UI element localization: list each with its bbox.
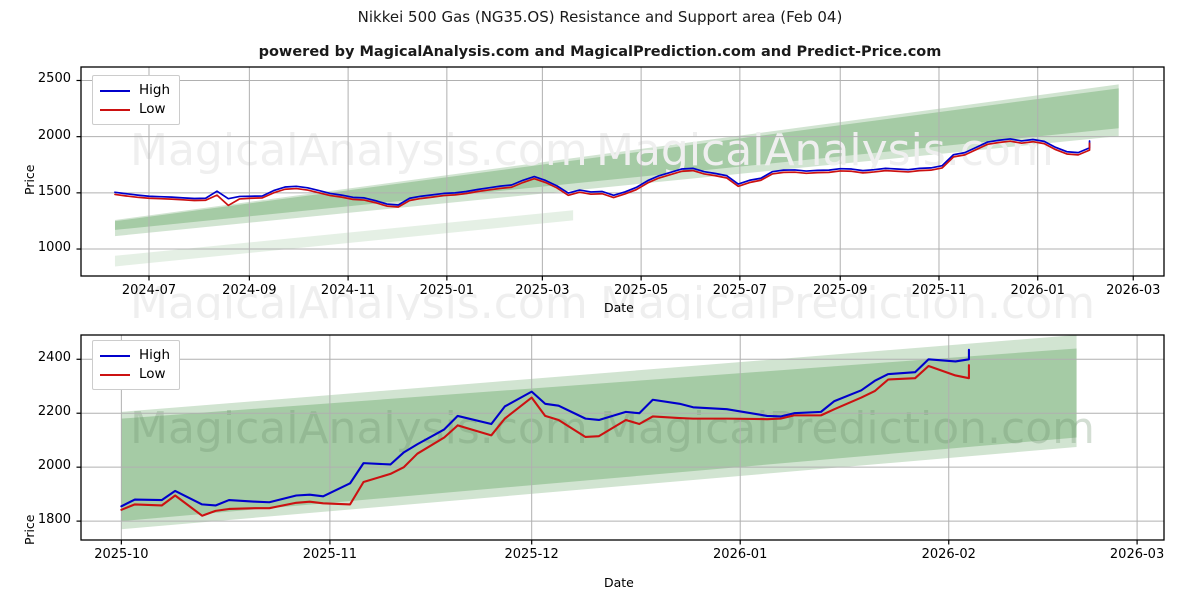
series-line-high: [120, 348, 970, 508]
watermark-text: MagicalAnalysis.com: [130, 403, 588, 454]
plot-frame: [80, 66, 1165, 277]
y-tick-label: 1800: [37, 512, 71, 528]
legend-entry-high: High: [100, 346, 170, 365]
watermark-text: MagicalPrediction.com: [600, 278, 1095, 320]
x-tick-label: 2026-03: [1106, 283, 1161, 298]
x-tick-label: 2025-05: [613, 283, 669, 298]
y-tick-label: 2200: [37, 404, 71, 420]
y-tick-label: 1000: [37, 240, 71, 256]
plot-frame: [80, 334, 1165, 541]
band-resistance-support-inner: [114, 88, 1119, 230]
x-tick-label: 2026-03: [1109, 547, 1165, 562]
x-tick-label: 2025-10: [94, 547, 149, 562]
watermark-text: MagicalAnalysis.com: [596, 125, 1054, 176]
x-tick-label: 2025-01: [419, 283, 474, 298]
x-tick-label: 2026-02: [921, 547, 976, 562]
legend-entry-low: Low: [100, 100, 170, 119]
watermark-text: MagicalAnalysis.com: [130, 278, 588, 320]
x-tick-label: 2024-09: [222, 283, 277, 298]
overview-chart-panel: MagicalAnalysis.com MagicalAnalysis.com Ma…: [22, 66, 1165, 320]
series-line-low: [114, 140, 1091, 208]
legend-swatch-high: [100, 354, 130, 357]
page-title: Nikkei 500 Gas (NG35.OS) Resistance and …: [357, 8, 843, 26]
zoom-x-axis-label: Date: [604, 575, 634, 590]
x-tick-label: 2025-09: [813, 283, 868, 298]
legend-entry-low: Low: [100, 365, 170, 384]
page-subtitle: powered by MagicalAnalysis.com and Magic…: [258, 44, 942, 60]
y-tick-label: 2400: [37, 350, 71, 366]
y-tick-label: 2000: [37, 458, 71, 474]
y-tick-label: 2000: [37, 127, 71, 143]
x-tick-label: 2024-11: [320, 283, 376, 298]
watermark-text: MagicalAnalysis.com: [130, 125, 588, 176]
series-line-high: [114, 138, 1091, 206]
zoom-chart-panel: MagicalAnalysis.com MagicalPrediction.com…: [0, 320, 1200, 600]
band-lower-faint-band: [114, 210, 574, 267]
overview-x-axis-label: Date: [604, 300, 634, 315]
x-tick-label: 2025-07: [712, 283, 768, 298]
band-resistance-support-inner: [121, 348, 1077, 522]
legend-swatch-low: [100, 108, 130, 111]
x-tick-label: 2025-11: [911, 283, 967, 298]
legend-entry-high: High: [100, 81, 170, 100]
legend-label-high: High: [139, 346, 171, 363]
legend-label-low: Low: [139, 365, 166, 382]
x-tick-label: 2026-01: [1010, 283, 1065, 298]
x-tick-label: 2025-12: [504, 547, 559, 562]
series-line-low: [120, 364, 970, 517]
x-tick-label: 2025-11: [302, 547, 358, 562]
y-tick-label: 1500: [37, 183, 71, 199]
legend-swatch-low: [100, 373, 130, 376]
y-tick-label: 2500: [37, 71, 71, 87]
x-tick-label: 2024-07: [121, 283, 177, 298]
watermark-text: MagicalPrediction.com: [600, 403, 1095, 454]
legend-label-high: High: [139, 81, 171, 98]
x-tick-label: 2025-03: [515, 283, 570, 298]
legend-swatch-high: [100, 89, 130, 92]
zoom-plot: MagicalAnalysis.com MagicalPrediction.com: [76, 334, 1165, 545]
x-tick-label: 2026-01: [713, 547, 768, 562]
zoom-legend: High Low: [92, 340, 181, 390]
overview-plot: MagicalAnalysis.com MagicalAnalysis.comMa…: [76, 66, 1165, 320]
legend-label-low: Low: [139, 100, 166, 117]
overview-legend: High Low: [92, 75, 181, 125]
